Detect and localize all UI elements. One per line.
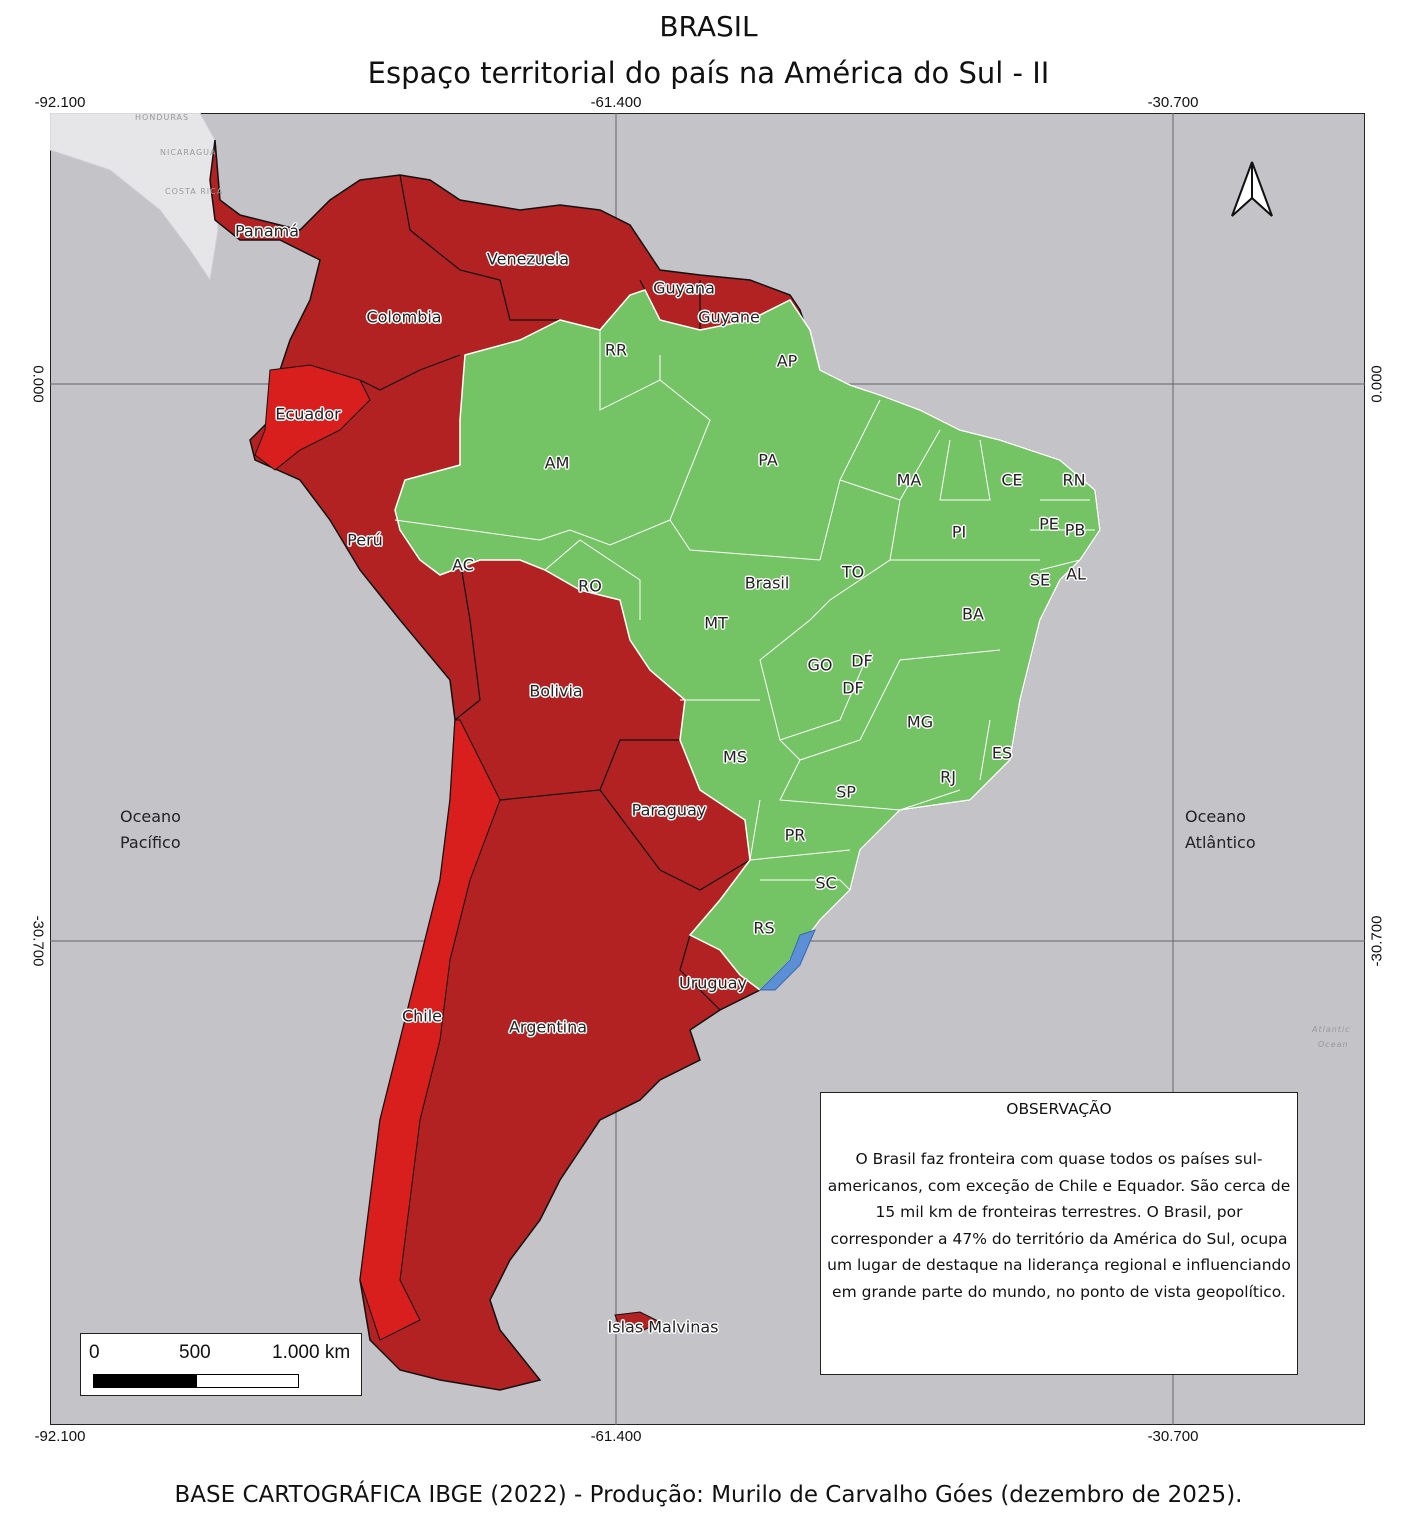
ocean-label-line: Oceano <box>1185 807 1246 826</box>
ocean-label-line: Oceano <box>120 807 181 826</box>
state-label: TO <box>841 562 865 582</box>
country-label: Guyana <box>653 278 715 298</box>
state-label: RS <box>753 918 775 938</box>
basemap-label-costa-rica: COSTA RICA <box>165 187 224 196</box>
state-label: AP <box>776 351 798 371</box>
coord-left-2: -30.700 <box>29 915 47 967</box>
state-label: RO <box>578 576 602 596</box>
state-label: GO <box>807 655 833 675</box>
country-label: Chile <box>401 1006 443 1026</box>
state-label: SE <box>1029 570 1051 590</box>
country-label: Colombia <box>366 307 442 327</box>
state-label: PR <box>784 825 806 845</box>
scale-segment-white <box>196 1374 299 1388</box>
state-label: RR <box>604 340 628 360</box>
state-label: CE <box>1001 470 1023 490</box>
basemap-label-ocean: Ocean <box>1318 1040 1349 1049</box>
state-label: MT <box>704 613 728 633</box>
scale-label-500: 500 <box>179 1342 211 1363</box>
state-label: RJ <box>940 767 956 787</box>
footer-credit: BASE CARTOGRÁFICA IBGE (2022) - Produção… <box>174 1482 1243 1508</box>
ocean-label-pacific: Oceano Pacífico <box>120 804 181 856</box>
scale-bar: 0 500 1.000 km <box>80 1333 362 1396</box>
ecuador-shape <box>254 364 371 471</box>
state-label: PA <box>758 450 778 470</box>
malvinas-shape <box>614 1311 662 1333</box>
coord-bottom-2: -61.400 <box>590 1428 642 1445</box>
coord-left-1: 0.000 <box>29 365 47 403</box>
ocean-label-atlantic: Oceano Atlântico <box>1185 804 1256 856</box>
country-label: Islas Malvinas <box>607 1317 719 1337</box>
state-label: SP <box>836 782 856 802</box>
state-label: AM <box>544 453 570 473</box>
coord-right-1: 0.000 <box>1368 365 1386 403</box>
country-label: Venezuela <box>486 249 570 269</box>
country-label: Argentina <box>508 1017 588 1037</box>
observation-text: O Brasil faz fronteira com quase todos o… <box>827 1150 1291 1301</box>
map-subtitle: Espaço territorial do país na América do… <box>367 56 1050 90</box>
coord-bottom-3: -30.700 <box>1147 1428 1199 1445</box>
state-label: MA <box>896 470 922 490</box>
map-canvas <box>50 113 1365 1425</box>
state-label: PE <box>1039 514 1059 534</box>
country-label: Uruguay <box>679 973 747 993</box>
basemap-label-atlantic: Atlantic <box>1312 1025 1351 1034</box>
north-arrow-icon <box>1231 161 1273 217</box>
lagoa-dos-patos <box>758 929 816 991</box>
state-label: BA <box>962 604 984 624</box>
country-label: Brasil <box>744 573 790 593</box>
state-borders <box>394 330 1095 891</box>
state-label: MS <box>723 747 747 767</box>
basemap-label-nicaragua: NICARAGUA <box>160 148 217 157</box>
chile-shape <box>359 719 501 1341</box>
ocean-label-line: Pacífico <box>120 833 181 852</box>
country-label: Ecuador <box>275 404 341 424</box>
coord-bottom-1: -92.100 <box>34 1428 86 1445</box>
coord-top-1: -92.100 <box>34 94 86 111</box>
state-label: PI <box>951 522 967 542</box>
country-label: Guyane <box>698 307 760 327</box>
state-label: PB <box>1064 520 1086 540</box>
country-label: Perú <box>347 530 383 550</box>
state-label: AL <box>1066 564 1086 584</box>
observation-box: OBSERVAÇÃO O Brasil faz fronteira com qu… <box>820 1092 1298 1375</box>
central-america-basemap <box>50 113 219 282</box>
scale-label-1000: 1.000 km <box>272 1342 351 1363</box>
state-label: RN <box>1062 470 1086 490</box>
country-label: Paraguay <box>631 800 707 820</box>
state-label: DF <box>851 651 873 671</box>
ocean-label-line: Atlântico <box>1185 833 1256 852</box>
map-title: BRASIL <box>659 10 758 43</box>
state-label: ES <box>991 743 1013 763</box>
coord-right-2: -30.700 <box>1368 915 1386 967</box>
state-label: MG <box>906 712 934 732</box>
basemap-label-honduras: HONDURAS <box>135 113 190 122</box>
scale-label-0: 0 <box>89 1342 100 1363</box>
state-label: SC <box>815 873 837 893</box>
state-label: AC <box>452 555 474 575</box>
country-label: Bolivia <box>529 681 583 701</box>
observation-title: OBSERVAÇÃO <box>1006 1100 1112 1118</box>
coord-top-3: -30.700 <box>1147 94 1199 111</box>
country-label: Panamá <box>234 221 300 241</box>
scale-segment-black <box>93 1374 198 1388</box>
coord-top-2: -61.400 <box>590 94 642 111</box>
state-label: DF <box>842 678 864 698</box>
